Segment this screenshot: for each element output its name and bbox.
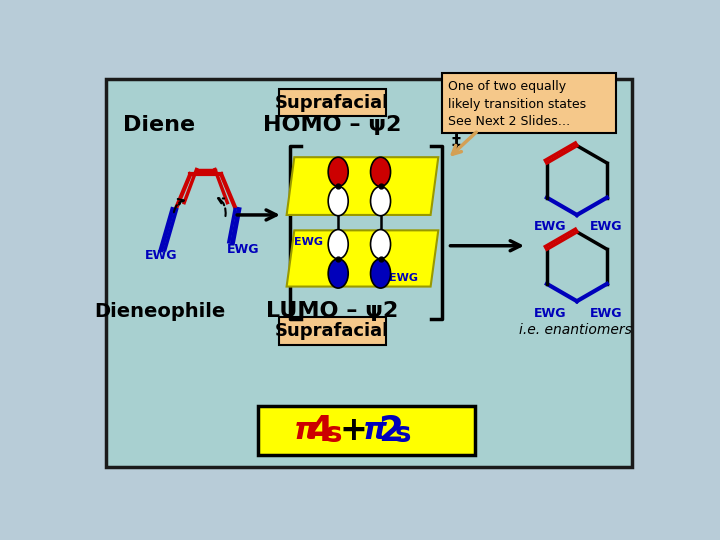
Text: π: π — [363, 416, 387, 445]
Ellipse shape — [371, 230, 390, 259]
FancyBboxPatch shape — [442, 72, 616, 132]
Text: EWG: EWG — [534, 220, 566, 233]
Ellipse shape — [328, 230, 348, 259]
Text: HOMO – ψ2: HOMO – ψ2 — [263, 115, 401, 135]
Text: EWG: EWG — [590, 307, 622, 320]
FancyBboxPatch shape — [258, 406, 475, 455]
Text: Suprafacial: Suprafacial — [275, 93, 390, 112]
Text: One of two equally
likely transition states
See Next 2 Slides…: One of two equally likely transition sta… — [448, 80, 585, 128]
Text: 4: 4 — [309, 414, 334, 448]
Text: π: π — [294, 416, 318, 445]
FancyBboxPatch shape — [279, 318, 386, 345]
Ellipse shape — [371, 186, 390, 215]
Text: +: + — [340, 414, 367, 447]
Text: EWG: EWG — [145, 249, 177, 262]
Text: EWG: EWG — [534, 307, 566, 320]
FancyBboxPatch shape — [279, 89, 386, 117]
Ellipse shape — [371, 259, 390, 288]
Text: i.e. enantiomers: i.e. enantiomers — [519, 323, 631, 338]
Text: Dieneophile: Dieneophile — [94, 302, 225, 321]
Text: EWG: EWG — [294, 237, 323, 247]
Polygon shape — [287, 157, 438, 215]
Text: ‡: ‡ — [451, 133, 460, 151]
Text: Suprafacial: Suprafacial — [275, 322, 390, 340]
Text: Diene: Diene — [124, 115, 196, 135]
Text: s: s — [395, 421, 411, 448]
Ellipse shape — [371, 157, 390, 186]
Text: EWG: EWG — [228, 243, 260, 256]
Text: s: s — [325, 421, 342, 448]
Text: 2: 2 — [378, 414, 403, 448]
Ellipse shape — [328, 186, 348, 215]
Ellipse shape — [328, 157, 348, 186]
Ellipse shape — [328, 259, 348, 288]
Text: EWG: EWG — [389, 273, 418, 283]
Text: EWG: EWG — [590, 220, 622, 233]
Text: LUMO – ψ2: LUMO – ψ2 — [266, 301, 398, 321]
Polygon shape — [287, 231, 438, 287]
